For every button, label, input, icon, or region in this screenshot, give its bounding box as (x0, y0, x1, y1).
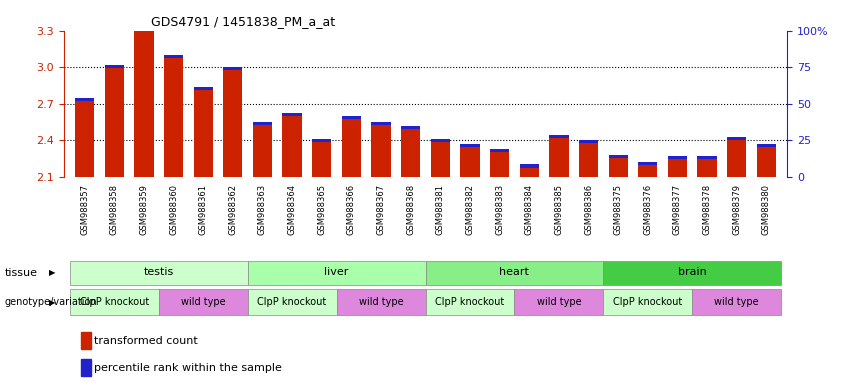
Bar (134, 28, 153, 31)
Bar (727, 136, 746, 177)
Bar (342, 116, 361, 177)
Bar (193, 87, 213, 177)
Bar (668, 156, 687, 177)
Bar (70, 290, 158, 315)
Bar (426, 260, 603, 285)
Bar (490, 149, 509, 152)
Text: liver: liver (324, 267, 349, 277)
Bar (549, 135, 568, 177)
Bar (431, 139, 450, 177)
Text: ClpP knockout: ClpP knockout (80, 297, 149, 307)
Bar (460, 144, 480, 177)
Bar (727, 136, 746, 139)
Bar (757, 144, 776, 177)
Bar (638, 162, 658, 165)
Text: wild type: wild type (359, 297, 403, 307)
Bar (549, 135, 568, 138)
Bar (342, 116, 361, 119)
Bar (223, 67, 243, 70)
Text: ClpP knockout: ClpP knockout (614, 297, 683, 307)
Bar (371, 122, 391, 125)
Bar (638, 162, 658, 177)
Bar (164, 55, 183, 58)
Text: ClpP knockout: ClpP knockout (436, 297, 505, 307)
Bar (693, 290, 781, 315)
Bar (426, 290, 515, 315)
Bar (698, 156, 717, 177)
Bar (193, 87, 213, 90)
Bar (608, 155, 628, 158)
Bar (248, 260, 426, 285)
Text: wild type: wild type (715, 297, 759, 307)
Bar (520, 164, 539, 167)
Bar (223, 67, 243, 177)
Bar (70, 260, 248, 285)
Text: wild type: wild type (181, 297, 226, 307)
Bar (283, 113, 302, 177)
Bar (520, 164, 539, 177)
Text: ▶: ▶ (49, 268, 56, 277)
Text: wild type: wild type (537, 297, 581, 307)
Bar (668, 156, 687, 159)
Bar (460, 144, 480, 147)
Text: percentile rank within the sample: percentile rank within the sample (94, 363, 283, 373)
Bar (75, 98, 94, 177)
Bar (105, 65, 124, 177)
Bar (603, 290, 693, 315)
Text: genotype/variation: genotype/variation (4, 297, 97, 308)
Bar (401, 126, 420, 129)
Bar (312, 139, 331, 177)
Bar (283, 113, 302, 116)
Bar (515, 290, 603, 315)
Bar (248, 290, 336, 315)
Bar (579, 140, 598, 143)
Bar (608, 155, 628, 177)
Text: ▶: ▶ (49, 298, 56, 307)
Text: testis: testis (144, 267, 174, 277)
Text: transformed count: transformed count (94, 336, 198, 346)
Bar (75, 98, 94, 101)
Bar (431, 139, 450, 142)
Bar (253, 122, 272, 177)
Bar (490, 149, 509, 177)
Bar (371, 122, 391, 177)
Bar (336, 290, 426, 315)
Bar (603, 260, 781, 285)
Bar (312, 139, 331, 142)
Text: brain: brain (678, 267, 706, 277)
Bar (757, 144, 776, 147)
Bar (158, 290, 248, 315)
Bar (164, 55, 183, 177)
Bar (134, 28, 153, 177)
Bar (105, 65, 124, 68)
Text: ClpP knockout: ClpP knockout (258, 297, 327, 307)
Bar (698, 156, 717, 159)
Bar (401, 126, 420, 177)
Bar (579, 140, 598, 177)
Text: GDS4791 / 1451838_PM_a_at: GDS4791 / 1451838_PM_a_at (151, 15, 334, 28)
Text: heart: heart (500, 267, 529, 277)
Bar (253, 122, 272, 125)
Text: tissue: tissue (4, 268, 37, 278)
